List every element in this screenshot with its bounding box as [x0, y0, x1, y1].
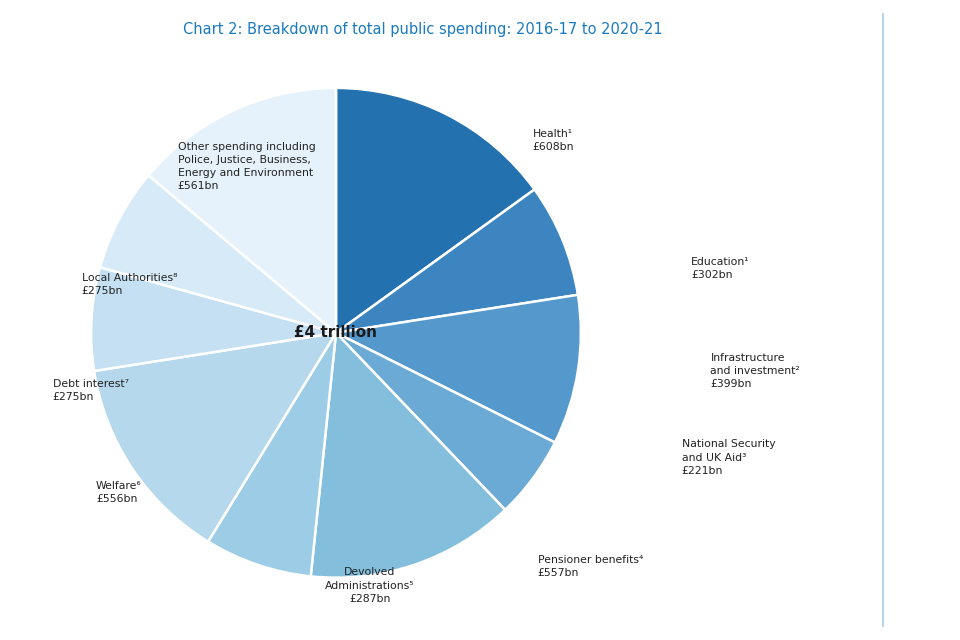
Wedge shape: [208, 333, 336, 577]
Wedge shape: [336, 295, 581, 442]
Wedge shape: [311, 333, 505, 578]
Text: National Security
and UK Aid³
£221bn: National Security and UK Aid³ £221bn: [682, 440, 776, 476]
Wedge shape: [336, 189, 578, 333]
Text: Infrastructure
and investment²
£399bn: Infrastructure and investment² £399bn: [710, 353, 800, 389]
Text: Local Authorities⁸
£275bn: Local Authorities⁸ £275bn: [82, 273, 177, 296]
Text: Health¹
£608bn: Health¹ £608bn: [533, 129, 574, 152]
Text: Devolved
Administrations⁵
£287bn: Devolved Administrations⁵ £287bn: [324, 568, 415, 604]
Wedge shape: [149, 88, 336, 333]
Text: Education¹
£302bn: Education¹ £302bn: [691, 257, 750, 280]
Text: Pensioner benefits⁴
£557bn: Pensioner benefits⁴ £557bn: [538, 555, 643, 578]
Wedge shape: [336, 88, 535, 333]
Wedge shape: [336, 333, 555, 510]
Text: Other spending including
Police, Justice, Business,
Energy and Environment
£561b: Other spending including Police, Justice…: [178, 141, 315, 191]
Wedge shape: [100, 175, 336, 333]
Wedge shape: [91, 268, 336, 371]
Text: Welfare⁶
£556bn: Welfare⁶ £556bn: [96, 481, 142, 504]
Text: Chart 2: Breakdown of total public spending: 2016-17 to 2020-21: Chart 2: Breakdown of total public spend…: [182, 22, 662, 37]
Wedge shape: [94, 333, 336, 541]
Text: Debt interest⁷
£275bn: Debt interest⁷ £275bn: [53, 379, 129, 402]
Text: £4 trillion: £4 trillion: [295, 325, 377, 340]
